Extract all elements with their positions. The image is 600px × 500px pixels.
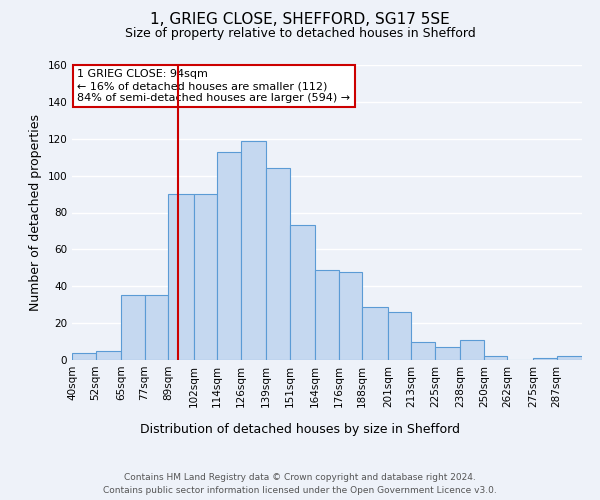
- Bar: [460, 340, 484, 360]
- Bar: [533, 358, 557, 360]
- Bar: [362, 306, 388, 360]
- Bar: [484, 356, 508, 360]
- Bar: [168, 194, 194, 360]
- Bar: [145, 296, 168, 360]
- Bar: [241, 140, 266, 360]
- Y-axis label: Number of detached properties: Number of detached properties: [29, 114, 42, 311]
- Bar: [412, 342, 435, 360]
- Bar: [194, 194, 217, 360]
- Bar: [315, 270, 339, 360]
- Text: Distribution of detached houses by size in Shefford: Distribution of detached houses by size …: [140, 422, 460, 436]
- Text: Contains public sector information licensed under the Open Government Licence v3: Contains public sector information licen…: [103, 486, 497, 495]
- Bar: [388, 312, 412, 360]
- Bar: [557, 356, 582, 360]
- Text: Size of property relative to detached houses in Shefford: Size of property relative to detached ho…: [125, 28, 475, 40]
- Bar: [266, 168, 290, 360]
- Bar: [121, 296, 145, 360]
- Text: 1 GRIEG CLOSE: 94sqm
← 16% of detached houses are smaller (112)
84% of semi-deta: 1 GRIEG CLOSE: 94sqm ← 16% of detached h…: [77, 70, 350, 102]
- Text: 1, GRIEG CLOSE, SHEFFORD, SG17 5SE: 1, GRIEG CLOSE, SHEFFORD, SG17 5SE: [150, 12, 450, 28]
- Bar: [290, 226, 315, 360]
- Bar: [217, 152, 241, 360]
- Text: Contains HM Land Registry data © Crown copyright and database right 2024.: Contains HM Land Registry data © Crown c…: [124, 472, 476, 482]
- Bar: [72, 352, 95, 360]
- Bar: [95, 351, 121, 360]
- Bar: [339, 272, 362, 360]
- Bar: [435, 347, 460, 360]
